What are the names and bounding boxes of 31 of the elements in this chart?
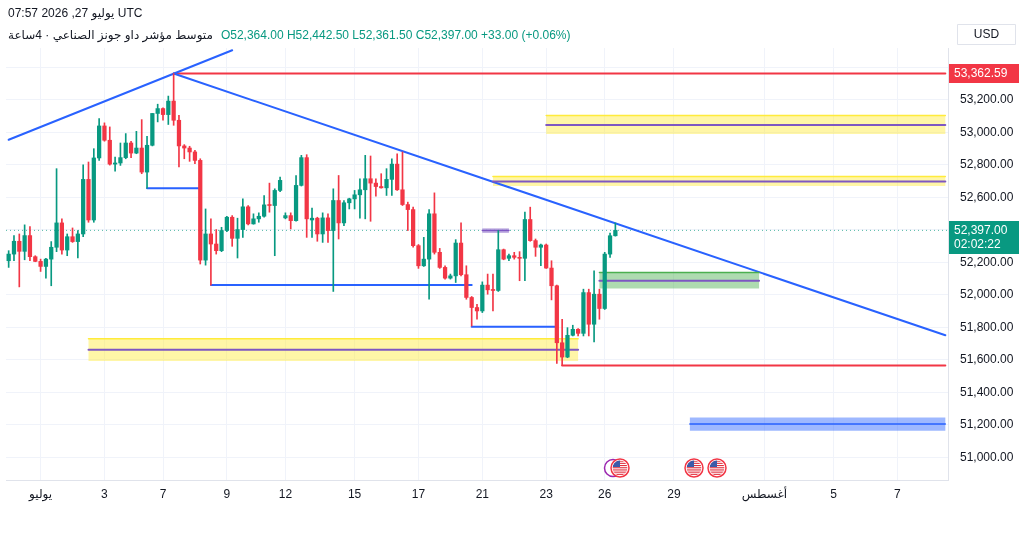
y-tick-label: 51,600.00 — [960, 352, 1014, 367]
y-tick-label: 51,800.00 — [960, 319, 1014, 334]
x-tick-label: 26 — [598, 486, 612, 501]
y-tick-label: 53,000.00 — [960, 124, 1014, 139]
text: UTC يوليو 27, 2026 07:57 — [8, 5, 143, 21]
y-tick-label: 52,800.00 — [960, 157, 1014, 172]
x-tick-label: 17 — [411, 486, 426, 501]
x-tick-label: 5 — [830, 486, 838, 501]
y-tick-label: 53,200.00 — [960, 92, 1014, 107]
y-tick-label: 52,000.00 — [960, 287, 1014, 302]
chart-subtitle: O52,364.00 H52,442.50 L52,361.50 C52,397.00 +33.00 (+0.06%) — [220, 27, 571, 43]
chart-title: متوسط مؤشر داو جونز الصناعي · 4ساعة — [8, 27, 213, 43]
data-label: 53,362.59 — [954, 65, 1008, 80]
x-tick-label: 29 — [667, 486, 681, 501]
ref-line-label: 52,397.00 02:02:22 — [954, 222, 1008, 251]
y-tick-label: 51,200.00 — [960, 417, 1014, 432]
x-tick-label: 3 — [101, 486, 109, 501]
x-tick-label: يوليو — [28, 486, 53, 502]
y-tick-label: 51,000.00 — [960, 449, 1014, 464]
y-tick-label: 52,200.00 — [960, 254, 1014, 269]
x-tick-label: 12 — [278, 486, 293, 501]
y-tick-label: 52,600.00 — [960, 189, 1014, 204]
x-tick-label: 15 — [347, 486, 362, 501]
x-tick-label: 23 — [539, 486, 554, 501]
y-tick-label: 51,400.00 — [960, 384, 1014, 399]
y-axis-title: USD — [973, 27, 1000, 42]
x-tick-label: 21 — [475, 486, 490, 501]
x-tick-label: 9 — [223, 486, 231, 501]
x-tick-label: أغسطس — [741, 485, 788, 502]
x-tick-label: 7 — [894, 486, 902, 501]
x-tick-label: 7 — [159, 486, 167, 501]
